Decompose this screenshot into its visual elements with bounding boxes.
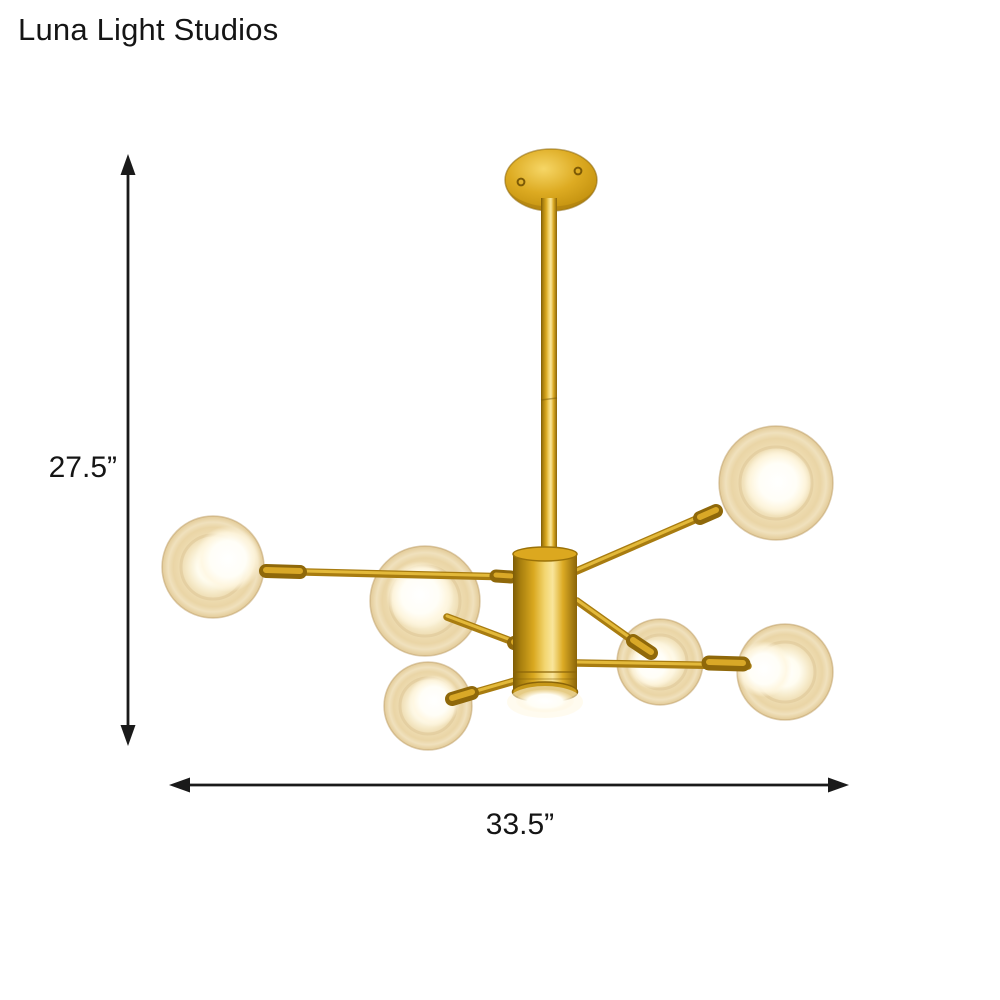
- ceiling-canopy: [504, 148, 598, 212]
- hub-cylinder: [507, 546, 583, 718]
- glass-globe-bottom-left: [383, 661, 473, 751]
- stem-rod: [540, 198, 558, 558]
- arm-left: [259, 564, 518, 584]
- glass-globe-top-right: [718, 425, 834, 541]
- glass-globe-left: [161, 515, 265, 619]
- canopy-screw-icon: [516, 177, 526, 187]
- brand-watermark: Luna Light Studios: [18, 12, 279, 47]
- arm-top-right: [568, 504, 723, 577]
- arm-middle-right: [573, 597, 658, 660]
- canopy-screw-icon: [573, 166, 583, 176]
- glass-globes: [161, 425, 834, 751]
- arm-bottom-left: [445, 676, 522, 706]
- chandelier-arms: [259, 504, 752, 706]
- glass-globe-right: [736, 623, 834, 721]
- width-dimension-label: 33.5”: [485, 808, 555, 841]
- glass-globe-center-left: [369, 545, 481, 657]
- width-dimension-arrow: [169, 777, 849, 793]
- height-dimension-label: 27.5”: [48, 451, 117, 484]
- arm-right: [573, 655, 752, 672]
- hub-downlight: [507, 686, 583, 718]
- height-dimension-arrow: [120, 154, 136, 746]
